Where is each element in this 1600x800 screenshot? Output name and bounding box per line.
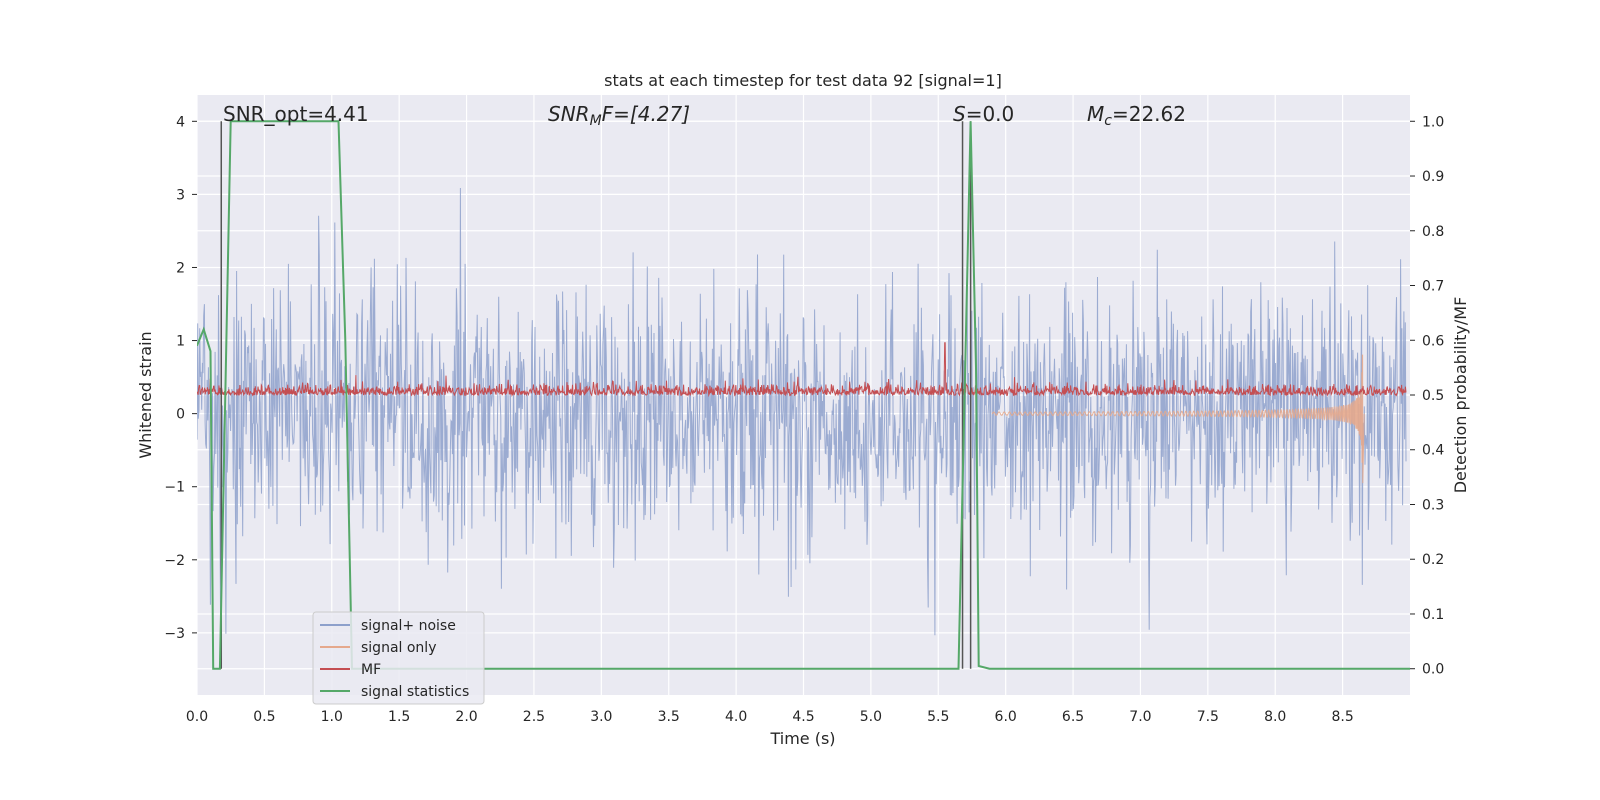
y-tick-label: 0 [176, 407, 185, 423]
chart-title: stats at each timestep for test data 92 … [604, 71, 1002, 90]
annotation-snr-mf: SNRMF=[4.27] [548, 102, 690, 129]
y2-tick-label: 0.9 [1422, 169, 1444, 185]
x-tick-label: 0.5 [253, 709, 275, 725]
x-tick-label: 2.0 [455, 709, 477, 725]
y-tick-label: 2 [176, 260, 185, 276]
y2-tick-label: 0.2 [1422, 552, 1444, 568]
x-tick-label: 4.0 [725, 709, 747, 725]
y2-tick-label: 0.5 [1422, 388, 1444, 404]
y2-tick-label: 0.0 [1422, 662, 1444, 678]
series-signal-only [991, 354, 1365, 484]
y2-tick-label: 0.3 [1422, 497, 1444, 513]
y-tick-label: 3 [176, 187, 185, 203]
y2-axis-ticks: 1.0 0.9 0.8 0.7 0.6 0.5 0.4 0.3 0.2 0.1 0.0 [1410, 114, 1444, 678]
x-tick-label: 6.5 [1062, 709, 1084, 725]
y2-tick-label: 0.1 [1422, 607, 1444, 623]
y2-tick-label: 0.4 [1422, 443, 1444, 459]
annotation-s-stat: S=0.0 [953, 102, 1014, 126]
x-tick-label: 7.5 [1197, 709, 1219, 725]
x-tick-label: 3.0 [590, 709, 612, 725]
x-axis-ticks: 0.0 0.5 1.0 1.5 2.0 2.5 3.0 3.5 4.0 4.5 5.0 5.5 6.0 6… [186, 709, 1354, 725]
x-tick-label: 8.5 [1331, 709, 1353, 725]
y2-axis-label: Detection probability/MF [1451, 297, 1470, 494]
y-tick-label: −2 [164, 553, 185, 569]
legend-label-signal-noise: signal+ noise [361, 618, 456, 634]
x-tick-label: 1.5 [388, 709, 410, 725]
y-tick-label: −1 [164, 480, 185, 496]
y2-tick-label: 0.6 [1422, 333, 1444, 349]
legend: signal+ noise signal only MF signal stat… [312, 611, 485, 705]
annotation-mc: Mc=22.62 [1087, 102, 1186, 129]
x-axis-label: Time (s) [769, 729, 835, 748]
legend-label-signal-only: signal only [361, 640, 436, 656]
x-tick-label: 5.5 [927, 709, 949, 725]
legend-label-mf: MF [361, 662, 381, 678]
y2-tick-label: 0.7 [1422, 279, 1444, 295]
y-axis-label: Whitened strain [136, 331, 155, 458]
x-tick-label: 1.0 [321, 709, 343, 725]
annotation-snr-opt: SNR_opt=4.41 [223, 102, 369, 126]
x-tick-label: 5.0 [860, 709, 882, 725]
series-signal-statistics [197, 120, 1410, 670]
series-signal-noise [197, 187, 1407, 636]
x-tick-label: 7.0 [1129, 709, 1151, 725]
x-tick-label: 4.5 [792, 709, 814, 725]
x-tick-label: 8.0 [1264, 709, 1286, 725]
y-tick-label: 1 [176, 334, 185, 350]
y2-tick-label: 1.0 [1422, 114, 1444, 130]
y-axis-ticks: 4 3 2 1 0 −1 −2 −3 [164, 114, 197, 642]
series-mf [197, 342, 1407, 398]
legend-box [312, 611, 485, 705]
y2-tick-label: 0.8 [1422, 224, 1444, 240]
legend-label-signal-statistics: signal statistics [361, 684, 469, 700]
x-tick-label: 6.0 [995, 709, 1017, 725]
x-tick-label: 2.5 [523, 709, 545, 725]
y-tick-label: 4 [176, 114, 185, 130]
x-tick-label: 3.5 [658, 709, 680, 725]
y-tick-label: −3 [164, 626, 185, 642]
x-tick-label: 0.0 [186, 709, 208, 725]
